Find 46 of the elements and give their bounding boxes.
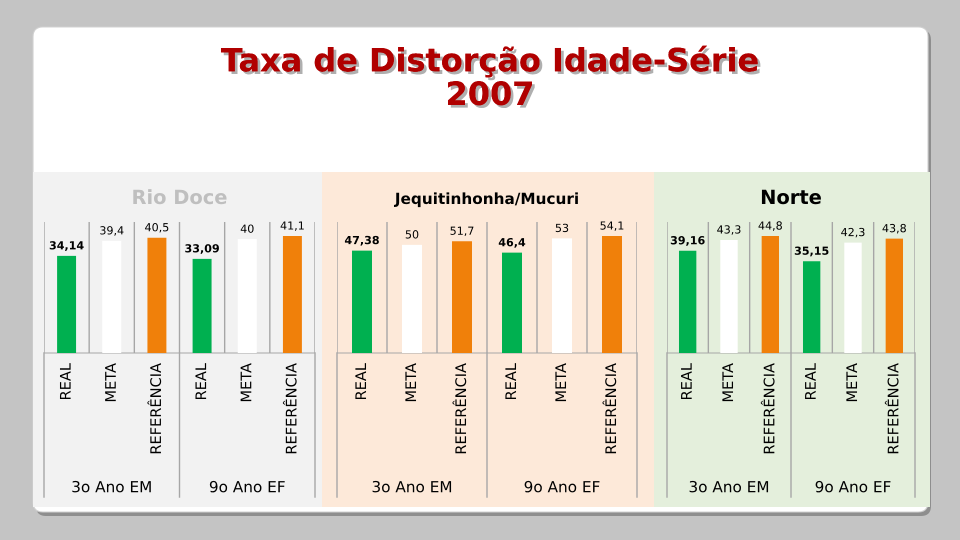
data-label: 43,3	[717, 225, 740, 235]
data-label: 39,16	[670, 236, 705, 246]
text: REAL	[805, 363, 816, 400]
x-tick-label: 3o Ano EM	[372, 480, 452, 492]
chart-title: Jequitinhonha/Mucuri	[394, 192, 578, 208]
data-label: 50	[406, 230, 418, 239]
data-label: 34,14	[50, 241, 84, 251]
x-tick-label: 9o Ano EF	[524, 480, 600, 492]
data-label: 43,8	[882, 224, 906, 234]
data-label: 46,4	[498, 238, 526, 248]
text: REFERÊNCIA	[760, 363, 775, 454]
data-label: 41,1	[280, 221, 304, 231]
data-label: 40	[240, 224, 254, 233]
text: REAL	[355, 363, 366, 400]
text: REFERÊNCIA	[452, 363, 466, 454]
text: META	[240, 363, 252, 402]
data-label: 33,09	[185, 244, 219, 254]
data-label: 51,7	[450, 226, 474, 236]
text: REFERÊNCIA	[602, 363, 616, 454]
text: REAL	[60, 363, 71, 400]
chart-title: Norte	[762, 190, 821, 204]
data-label: 44,8	[758, 221, 782, 231]
text: META	[846, 363, 858, 402]
text: REFERÊNCIA	[147, 363, 162, 454]
text: META	[405, 363, 416, 402]
data-label: 35,15	[794, 246, 828, 256]
text: META	[105, 363, 116, 402]
data-label: 47,38	[344, 236, 379, 246]
text: REAL	[681, 363, 692, 400]
text: Taxa de Distorção Idade-Série	[220, 46, 760, 80]
data-label: 39,4	[100, 226, 124, 236]
data-label: 40,5	[145, 223, 168, 233]
data-label: 42,3	[841, 228, 864, 238]
text: REFERÊNCIA	[884, 363, 899, 454]
x-tick-label: 3o Ano EM	[690, 480, 768, 492]
data-label: 54,1	[600, 221, 624, 231]
text: REAL	[505, 363, 516, 400]
x-tick-label: 9o Ano EF	[210, 480, 285, 492]
text: 2007	[448, 81, 535, 108]
data-label: 53	[556, 224, 568, 232]
text: META	[555, 363, 566, 402]
x-tick-label: 3o Ano EM	[72, 480, 151, 492]
text: REFERÊNCIA	[282, 363, 297, 454]
text: REAL	[195, 363, 206, 400]
text: META	[722, 363, 734, 402]
x-tick-label: 9o Ano EF	[816, 480, 890, 492]
